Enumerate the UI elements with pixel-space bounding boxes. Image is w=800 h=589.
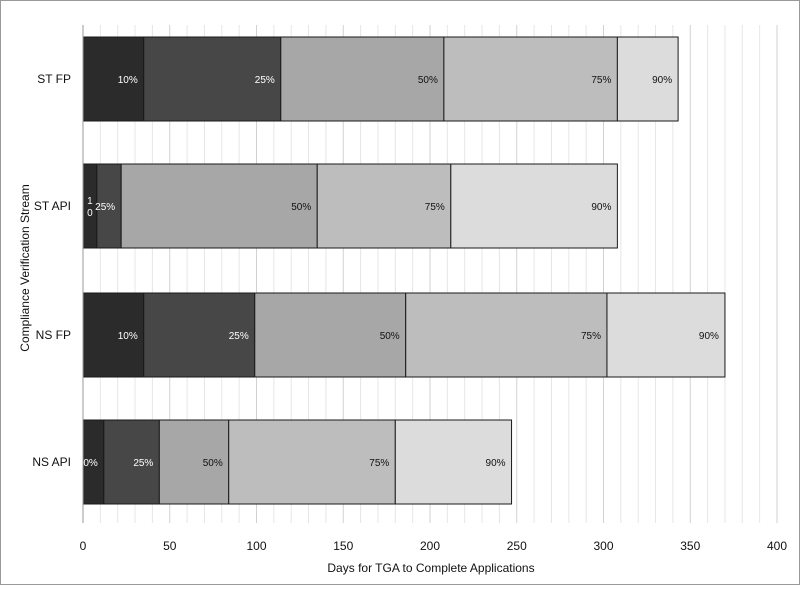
bar-segment <box>316 163 452 249</box>
segment-label: 50% <box>380 331 400 342</box>
bar-segment <box>280 36 445 122</box>
segment-label: 25% <box>229 331 249 342</box>
segment-label: 25% <box>95 202 115 213</box>
bar-segment <box>394 419 513 505</box>
segment-label: 10% <box>118 75 138 86</box>
bar-segment <box>254 292 407 378</box>
bar-segment <box>103 419 160 505</box>
segment-label: 75% <box>369 458 389 469</box>
segment-label: 75% <box>581 331 601 342</box>
bar-segment <box>405 292 608 378</box>
bar-segment <box>443 36 618 122</box>
segment-label: 10% <box>118 331 138 342</box>
bar-segment <box>82 36 145 122</box>
segment-label: 50% <box>418 75 438 86</box>
y-category-label: NS FP <box>36 328 71 342</box>
bar-segment <box>158 419 230 505</box>
segment-label: 50% <box>203 458 223 469</box>
segment-label: 75% <box>591 75 611 86</box>
x-tick-label: 100 <box>246 539 266 553</box>
segment-label: 90% <box>699 331 719 342</box>
x-tick-label: 400 <box>767 539 787 553</box>
bar-segment <box>228 419 396 505</box>
bar-segment <box>606 292 726 378</box>
segment-labels: 10% 25% 50% 75% 90%1 025% 50% 75% 90%10% 25% 50% 75… <box>78 75 719 469</box>
x-tick-label: 150 <box>333 539 353 553</box>
segment-label-char: 1 <box>87 196 93 207</box>
x-tick-label: 0 <box>80 539 87 553</box>
segment-label: 75% <box>425 202 445 213</box>
x-axis-label: Days for TGA to Complete Applications <box>327 561 534 575</box>
bar-segments <box>82 36 726 505</box>
y-axis-label: Compliance Verification Stream <box>18 184 32 351</box>
x-tick-label: 250 <box>507 539 527 553</box>
x-tick-label: 300 <box>593 539 613 553</box>
segment-label: 25% <box>255 75 275 86</box>
y-category-label: ST FP <box>37 72 71 86</box>
bar-segment <box>82 292 145 378</box>
bar-segment <box>450 163 618 249</box>
bar-segment <box>143 36 282 122</box>
segment-label: 90% <box>591 202 611 213</box>
bar-segment <box>120 163 318 249</box>
x-tick-label: 200 <box>420 539 440 553</box>
segment-label: 90% <box>486 458 506 469</box>
segment-label-char: 0 <box>87 208 93 219</box>
x-tick-label: 50 <box>163 539 177 553</box>
segment-label: 25% <box>133 458 153 469</box>
y-category-label: NS API <box>32 455 71 469</box>
segment-label: 10% <box>78 458 98 469</box>
segment-label: 90% <box>652 75 672 86</box>
y-category-label: ST API <box>34 199 71 213</box>
bar-segment <box>143 292 256 378</box>
bar-segment <box>616 36 679 122</box>
segment-label: 50% <box>291 202 311 213</box>
x-tick-label: 350 <box>680 539 700 553</box>
